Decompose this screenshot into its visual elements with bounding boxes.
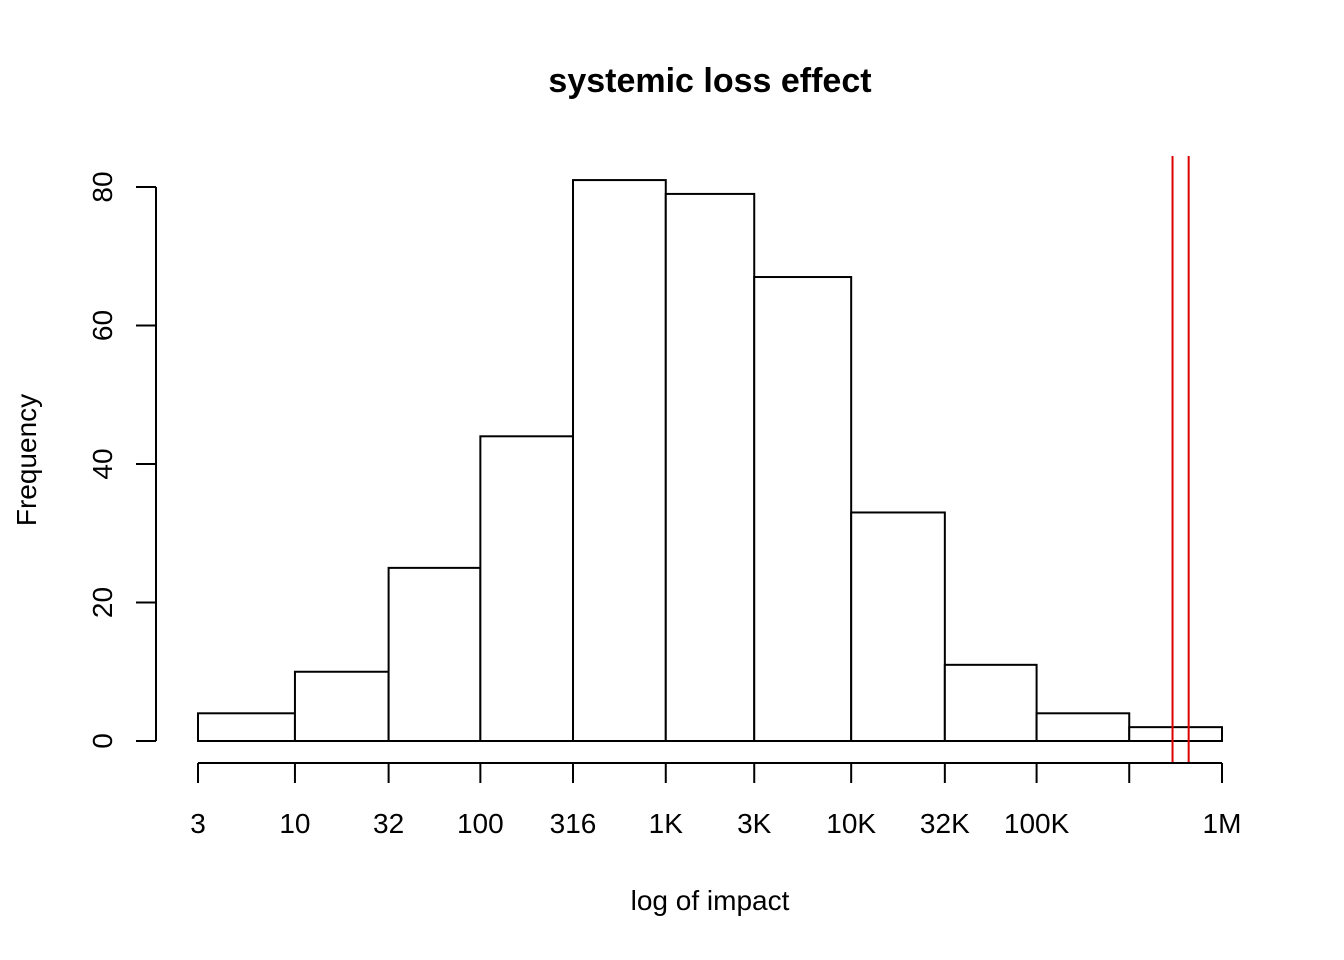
histogram-bar <box>293 670 390 742</box>
y-axis-label: Frequency <box>11 394 42 526</box>
histogram-bar <box>1128 726 1223 743</box>
y-axis: 0 20 40 60 80 <box>87 171 157 749</box>
x-axis-label: log of impact <box>631 885 790 916</box>
histogram-bars <box>197 179 1223 743</box>
histogram-bar <box>753 276 853 742</box>
histogram-bar <box>850 511 946 742</box>
x-tick-label: 316 <box>550 808 597 839</box>
x-axis: 3 10 32 100 316 1K 3K 10K 32K 100K 1M <box>190 762 1241 839</box>
chart-title: systemic loss effect <box>548 62 871 100</box>
reference-lines <box>1171 156 1190 763</box>
x-tick-label: 3 <box>190 808 206 839</box>
x-tick-label: 32 <box>373 808 404 839</box>
y-tick-label: 0 <box>87 733 118 749</box>
histogram-bar <box>387 566 482 742</box>
histogram-bar <box>664 192 756 743</box>
y-tick-label: 80 <box>87 171 118 202</box>
x-tick-label: 10K <box>826 808 876 839</box>
histogram-bar <box>479 435 575 742</box>
x-tick-label: 1K <box>649 808 684 839</box>
x-tick-label: 100K <box>1004 808 1070 839</box>
y-tick-label: 40 <box>87 448 118 479</box>
histogram-bar <box>943 663 1038 743</box>
y-tick-label: 60 <box>87 310 118 341</box>
x-tick-label: 32K <box>920 808 970 839</box>
x-tick-label: 3K <box>737 808 772 839</box>
x-tick-label: 100 <box>457 808 504 839</box>
y-tick-label: 20 <box>87 587 118 618</box>
y-axis-ticks: 0 20 40 60 80 <box>87 171 156 749</box>
x-axis-ticks: 3 10 32 100 316 1K 3K 10K 32K 100K 1M <box>190 763 1241 839</box>
x-tick-label: 10 <box>279 808 310 839</box>
histogram-bar <box>1035 712 1131 742</box>
histogram-bar <box>572 179 667 742</box>
x-tick-label: 1M <box>1203 808 1242 839</box>
histogram-bar <box>197 712 296 742</box>
